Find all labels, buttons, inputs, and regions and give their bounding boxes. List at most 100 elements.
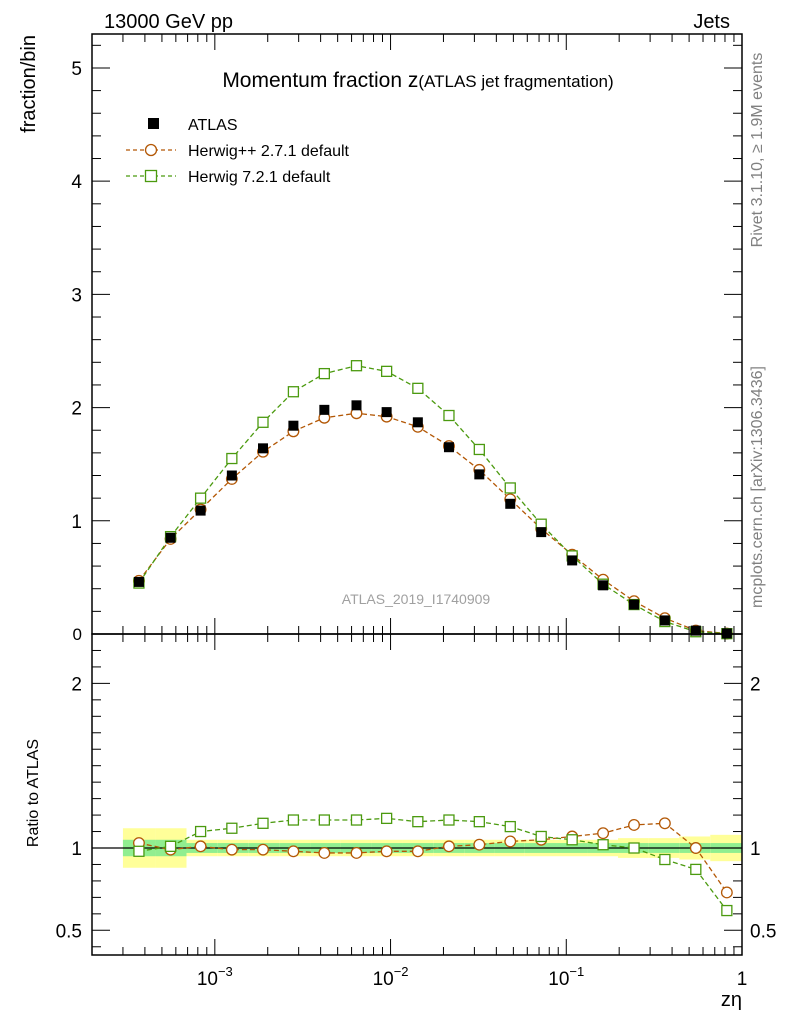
data-point-herwig7: [412, 382, 424, 394]
data-point-herwig7: [287, 386, 300, 398]
y-tick-label: 1: [71, 512, 82, 533]
legend-label-herwigpp: Herwig++ 2.7.1 default: [188, 143, 350, 160]
ratio-point-herwigpp: [443, 840, 455, 853]
y-tick-label: 5: [71, 59, 82, 80]
ratio-y-tick-label-left: 1: [71, 839, 82, 860]
data-point-atlas: [133, 576, 144, 587]
legend: ATLAS Herwig++ 2.7.1 default Herwig 7.2.…: [126, 117, 350, 186]
y-tick-label-zero: 0: [73, 625, 82, 644]
data-point-atlas: [629, 599, 640, 610]
data-point-atlas: [567, 555, 578, 566]
ratio-y-tick-label-left: 2: [71, 674, 82, 695]
data-point-atlas: [443, 442, 454, 453]
ratio-point-herwig7: [257, 817, 269, 829]
ratio-point-herwigpp: [318, 846, 331, 859]
data-point-herwig7: [350, 360, 363, 372]
data-point-atlas: [165, 532, 176, 543]
ratio-point-herwig7: [287, 814, 300, 826]
ratio-point-herwig7: [350, 814, 363, 826]
process-label: Jets: [693, 11, 730, 33]
analysis-id-watermark: ATLAS_2019_I1740909: [342, 591, 491, 607]
legend-marker-atlas: [148, 118, 159, 129]
ratio-plot-frame: [91, 633, 743, 956]
data-point-atlas: [659, 615, 670, 626]
legend-marker-herwigpp: [144, 143, 158, 157]
ratio-point-herwigpp: [504, 835, 517, 848]
ratio-point-herwig7: [566, 834, 578, 846]
ratio-point-herwig7: [318, 814, 330, 826]
y-axis-label: fraction/bin: [18, 35, 40, 133]
x-tick-label: 10−3: [197, 964, 233, 990]
ratio-point-herwigpp: [658, 817, 671, 830]
ratio-point-herwigpp: [628, 819, 640, 831]
data-point-atlas: [195, 505, 206, 516]
ratio-point-herwigpp: [597, 827, 610, 840]
ratio-point-herwig7: [597, 839, 609, 851]
data-point-herwig7: [318, 367, 330, 380]
data-point-atlas: [381, 407, 392, 418]
x-tick-label: 10−2: [373, 964, 409, 990]
mcplots-reference-label: mcplots.cern.ch [arXiv:1306.3436]: [749, 366, 766, 608]
data-point-herwig7: [194, 492, 207, 504]
ratio-point-herwig7: [164, 840, 177, 853]
y-tick-label: 4: [71, 172, 82, 193]
ratio-point-herwigpp: [411, 845, 424, 858]
collision-energy-label: 13000 GeV pp: [104, 11, 233, 33]
data-point-atlas: [258, 443, 269, 454]
data-point-atlas: [474, 469, 485, 480]
ratio-point-herwig7: [226, 822, 238, 834]
main-plot-marks: [132, 360, 733, 640]
ratio-point-herwig7: [690, 863, 702, 876]
data-point-atlas: [351, 400, 362, 411]
ratio-point-herwigpp: [225, 843, 238, 856]
ratio-point-herwig7: [194, 825, 207, 838]
legend-label-herwig7: Herwig 7.2.1 default: [188, 169, 331, 186]
series-line-herwigpp: [138, 412, 727, 635]
data-point-atlas: [319, 404, 330, 415]
data-point-atlas: [505, 498, 516, 509]
legend-marker-herwig7: [144, 169, 158, 183]
data-point-atlas: [412, 417, 423, 428]
data-point-herwig7: [504, 482, 516, 494]
ratio-point-herwig7: [443, 814, 455, 826]
data-point-herwig7: [380, 365, 393, 378]
ratio-y-axis-label: Ratio to ATLAS: [25, 739, 42, 847]
legend-entry-herwigpp: Herwig++ 2.7.1 default: [126, 143, 350, 160]
data-point-herwig7: [443, 409, 455, 422]
ratio-point-herwig7: [535, 830, 547, 843]
ratio-point-herwig7: [380, 812, 393, 825]
ratio-y-tick-label-right: 0.5: [750, 921, 776, 942]
x-tick-label: 1: [737, 969, 748, 990]
x-tick-label: 10−1: [548, 964, 584, 990]
x-axis-label: zη: [721, 989, 742, 1011]
ratio-point-herwigpp: [257, 843, 269, 856]
ratio-point-herwig7: [412, 816, 424, 828]
y-tick-label: 2: [71, 399, 82, 420]
ratio-point-herwig7: [628, 842, 640, 854]
data-point-herwig7: [257, 416, 269, 428]
data-point-herwig7: [226, 452, 238, 465]
ratio-point-herwigpp: [380, 845, 393, 858]
ratio-point-herwigpp: [350, 846, 363, 859]
rivet-version-label: Rivet 3.1.10, ≥ 1.9M events: [749, 53, 766, 248]
ratio-point-herwig7: [659, 853, 671, 866]
ratio-point-herwig7: [504, 820, 516, 833]
data-point-atlas: [536, 527, 547, 538]
ratio-y-tick-label-right: 2: [750, 674, 761, 695]
ratio-point-herwigpp: [194, 840, 207, 853]
axes: 1 2 3 4 5 0 0.5 0.5 1 1 2 2 10−3 10−2 10−1 1: [56, 33, 776, 990]
data-point-herwig7: [473, 443, 485, 456]
ratio-point-herwigpp: [720, 886, 733, 899]
ratio-point-herwig7: [473, 816, 485, 828]
legend-entry-herwig7: Herwig 7.2.1 default: [126, 169, 331, 186]
data-point-atlas: [288, 420, 299, 431]
ratio-point-herwig7: [721, 904, 733, 917]
ratio-point-herwigpp: [689, 842, 702, 854]
ratio-y-tick-label-left: 0.5: [56, 921, 82, 942]
data-point-atlas: [690, 625, 701, 636]
legend-label-atlas: ATLAS: [188, 117, 238, 134]
ratio-point-herwigpp: [287, 845, 300, 858]
y-tick-label: 3: [71, 285, 82, 306]
ratio-point-herwig7: [133, 845, 145, 857]
